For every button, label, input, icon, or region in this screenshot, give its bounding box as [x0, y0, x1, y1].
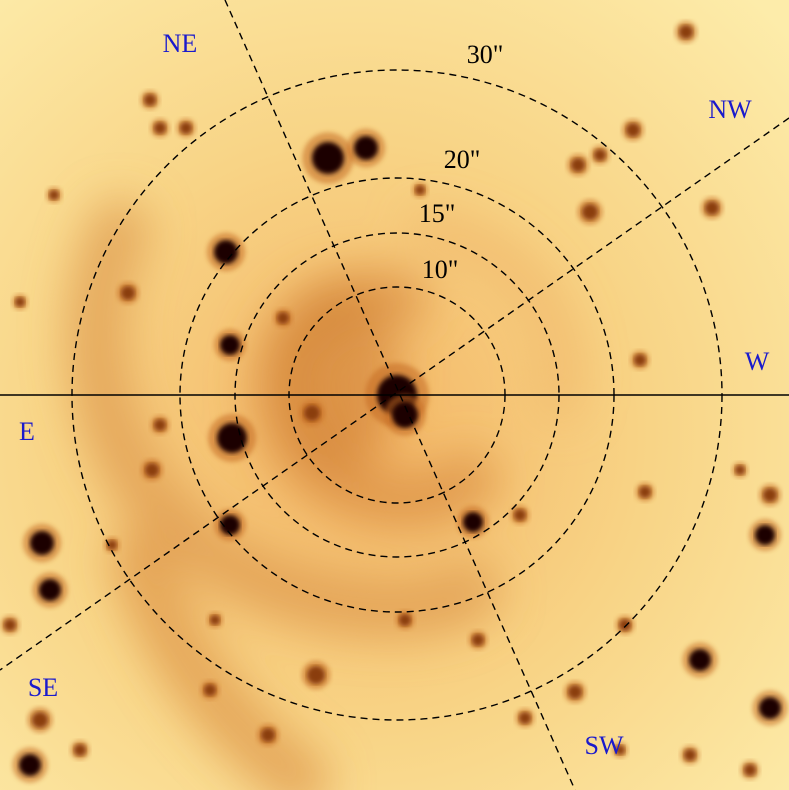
axis-nw-se	[0, 117, 789, 671]
star	[639, 486, 651, 498]
star	[144, 94, 156, 106]
direction-label: W	[745, 347, 770, 376]
star	[684, 749, 696, 761]
star	[304, 405, 320, 421]
star	[74, 744, 86, 756]
star	[571, 158, 585, 172]
star	[519, 712, 531, 724]
star	[154, 419, 166, 431]
star	[615, 745, 625, 755]
star	[582, 204, 598, 220]
star	[220, 335, 240, 355]
star	[312, 142, 344, 174]
star	[49, 190, 59, 200]
star	[472, 634, 484, 646]
direction-label: NW	[708, 95, 752, 124]
direction-label: SW	[585, 731, 624, 760]
star	[19, 754, 41, 776]
star	[619, 619, 631, 631]
ring-label: 20"	[444, 145, 481, 174]
star	[689, 649, 711, 671]
nebula	[66, 200, 582, 790]
star	[634, 354, 646, 366]
star	[679, 25, 693, 39]
star	[15, 297, 25, 307]
star	[759, 697, 781, 719]
star	[277, 312, 289, 324]
star	[217, 423, 247, 453]
star	[626, 123, 640, 137]
stars	[0, 20, 788, 783]
star	[220, 515, 240, 535]
star	[755, 525, 775, 545]
star	[107, 540, 117, 550]
star	[210, 615, 220, 625]
star	[463, 512, 483, 532]
star	[415, 185, 425, 195]
direction-label: SE	[28, 673, 58, 702]
star	[214, 240, 238, 264]
star	[180, 122, 192, 134]
star	[763, 488, 777, 502]
star	[4, 619, 16, 631]
star	[594, 149, 606, 161]
star	[121, 286, 135, 300]
ring-label: 15"	[419, 199, 456, 228]
direction-label: E	[19, 417, 35, 446]
star	[705, 201, 719, 215]
star	[32, 712, 48, 728]
star	[399, 614, 411, 626]
star	[204, 684, 216, 696]
star	[354, 136, 378, 160]
ring-label: 30"	[467, 40, 504, 69]
star	[568, 685, 582, 699]
star	[145, 463, 159, 477]
star	[39, 579, 61, 601]
star	[735, 465, 745, 475]
star	[744, 764, 756, 776]
star	[154, 122, 166, 134]
direction-label: NE	[163, 29, 198, 58]
star	[514, 509, 526, 521]
star	[30, 531, 54, 555]
star	[307, 666, 325, 684]
ring-label: 10"	[422, 255, 459, 284]
star	[261, 728, 275, 742]
